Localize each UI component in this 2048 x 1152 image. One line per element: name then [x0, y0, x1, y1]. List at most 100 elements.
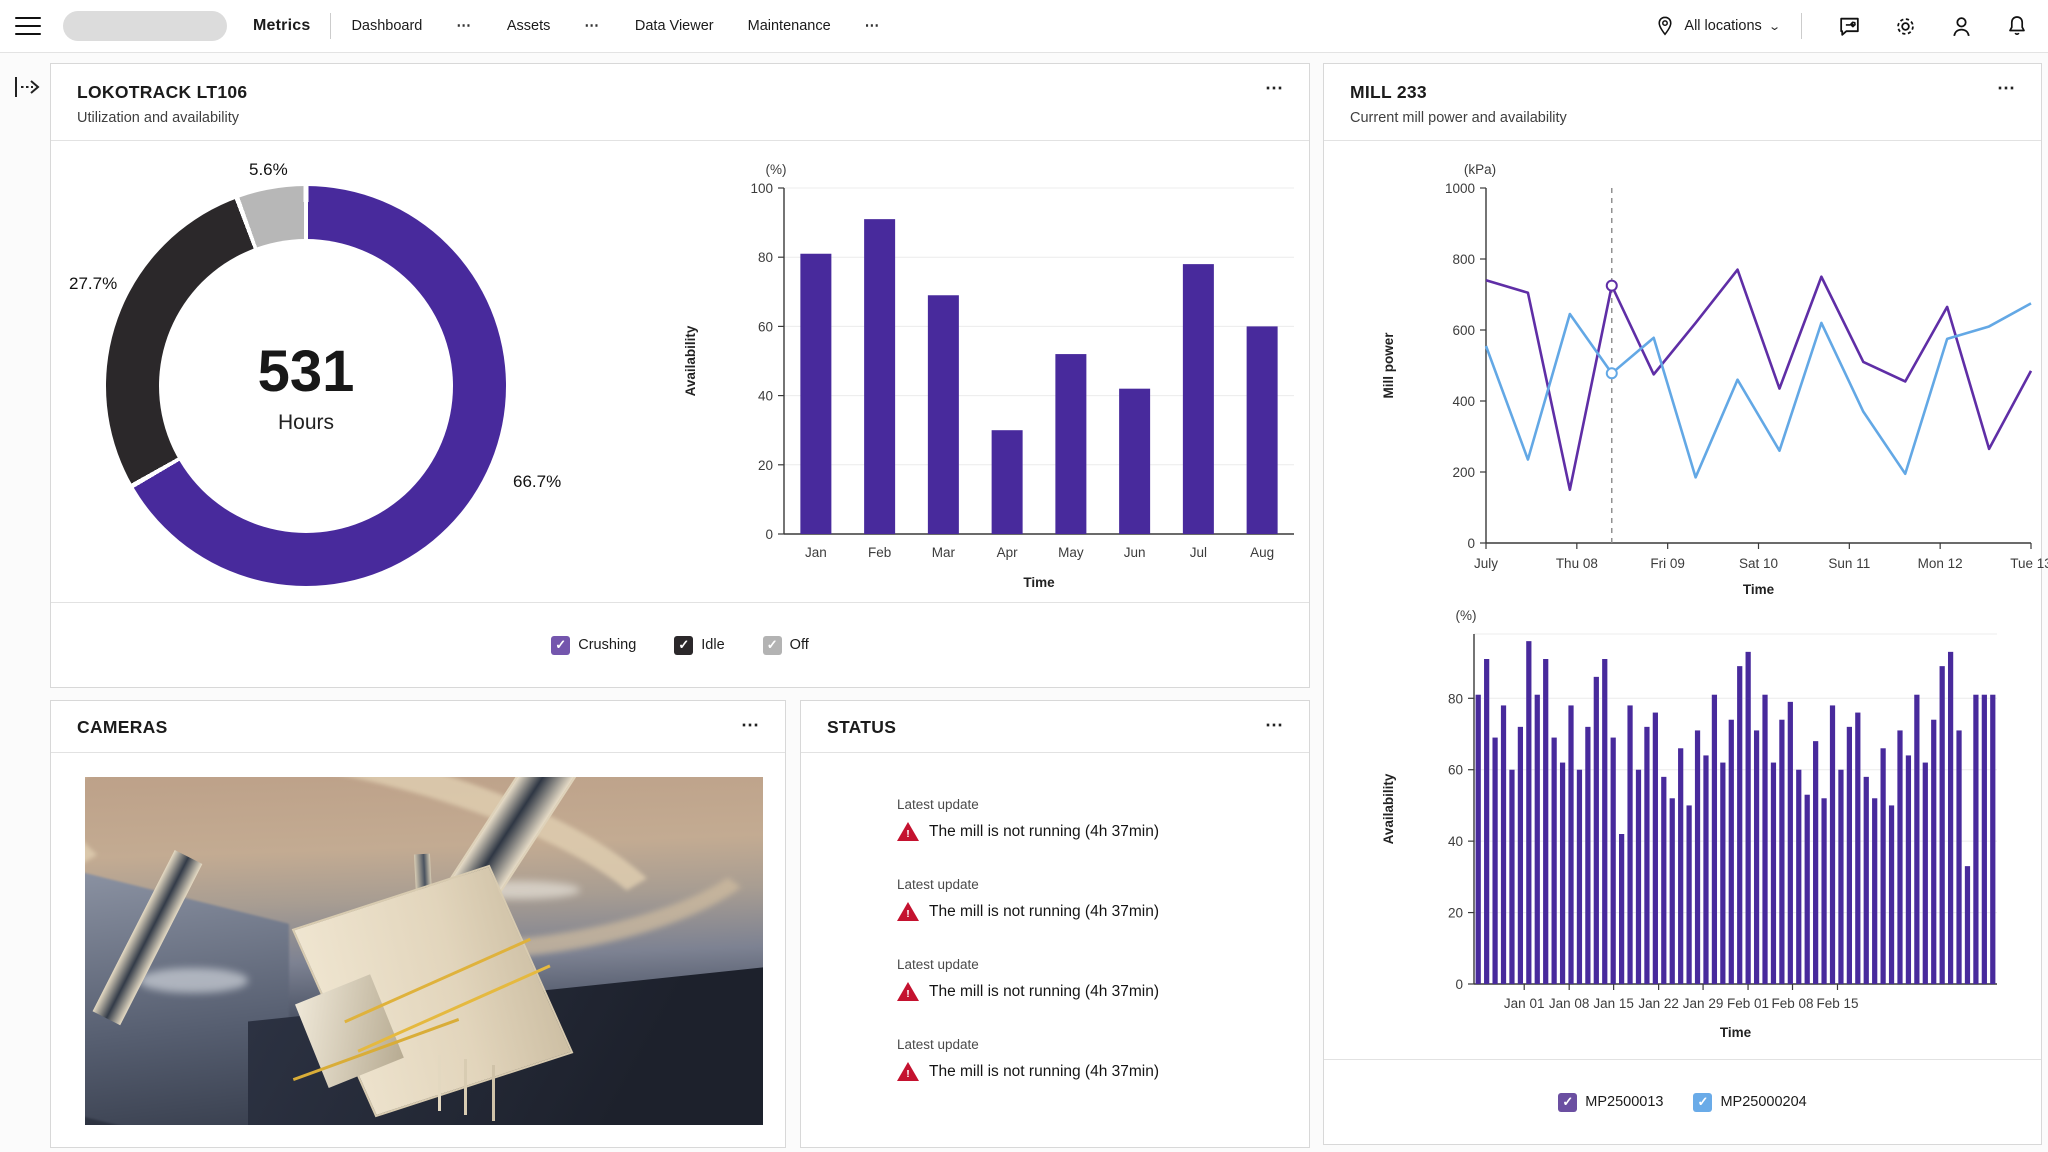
svg-text:Feb 08: Feb 08	[1771, 996, 1813, 1011]
feedback-icon[interactable]	[1836, 13, 1862, 39]
location-selector[interactable]: All locations ⌄	[1654, 15, 1781, 37]
card-subtitle: Utilization and availability	[77, 110, 239, 126]
svg-text:Jan 15: Jan 15	[1593, 996, 1634, 1011]
legend-label: Crushing	[578, 637, 637, 653]
svg-text:60: 60	[1448, 763, 1463, 778]
status-message: The mill is not running (4h 37min)	[929, 822, 1160, 840]
card-menu-button[interactable]: ⋯	[741, 715, 761, 735]
svg-text:May: May	[1058, 545, 1084, 560]
card-title: CAMERAS	[77, 717, 168, 737]
svg-text:40: 40	[1448, 834, 1463, 849]
off-checkbox[interactable]: ✓	[762, 635, 782, 655]
divider	[1801, 13, 1802, 39]
card-title: STATUS	[827, 717, 897, 737]
card-subtitle: Current mill power and availability	[1350, 110, 1567, 126]
status-list: Latest update ! The mill is not running (…	[801, 753, 1309, 1081]
svg-text:Mill power: Mill power	[1381, 332, 1396, 399]
legend-label: Off	[789, 637, 809, 653]
svg-text:(%): (%)	[766, 162, 787, 177]
svg-text:Availability: Availability	[683, 325, 698, 396]
nav-item-maintenance[interactable]: Maintenance	[747, 18, 831, 34]
user-icon[interactable]	[1948, 13, 1974, 39]
main-nav: Dashboard ⋯ Assets ⋯ Data Viewer Mainten…	[351, 18, 881, 34]
svg-text:Jan 29: Jan 29	[1683, 996, 1724, 1011]
svg-text:0: 0	[765, 527, 773, 542]
app-title: Metrics	[253, 17, 311, 34]
utilization-donut-chart: 531 Hours	[106, 186, 506, 586]
svg-text:Mar: Mar	[932, 545, 956, 560]
nav-overflow-3[interactable]: ⋯	[864, 18, 882, 34]
svg-text:Aug: Aug	[1250, 545, 1274, 560]
svg-text:Jan 08: Jan 08	[1549, 996, 1590, 1011]
availability-monthly-bar-chart: 0 20 40 60 80 100 (%) Availability Jan Feb Mar Apr M…	[683, 162, 1294, 590]
nav-item-dashboard[interactable]: Dashboard	[351, 18, 423, 34]
legend-label: MP25000204	[1720, 1094, 1807, 1110]
svg-text:Apr: Apr	[997, 545, 1019, 560]
status-card: STATUS ⋯ Latest update ! The mill is not …	[800, 700, 1310, 1148]
svg-text:1000: 1000	[1445, 181, 1475, 196]
svg-text:(%): (%)	[1456, 608, 1477, 623]
card-menu-button[interactable]: ⋯	[1265, 715, 1285, 735]
mill-power-line-chart: 0 200 400 600 800 1000 (kPa) Mill power July Thu …	[1381, 162, 2048, 597]
svg-text:20: 20	[758, 458, 773, 473]
donut-center-value: 531	[257, 338, 355, 404]
donut-label-crushing: 66.7%	[513, 472, 562, 491]
divider	[330, 13, 332, 39]
lokotrack-card: LOKOTRACK LT106 Utilization and availabi…	[50, 63, 1310, 688]
card-menu-button[interactable]: ⋯	[1265, 78, 1285, 98]
svg-text:0: 0	[1455, 977, 1463, 992]
gear-icon[interactable]	[1892, 13, 1918, 39]
warning-icon: !	[897, 822, 919, 841]
legend-item-mp25000204[interactable]: ✓ MP25000204	[1693, 1092, 1807, 1112]
hamburger-menu-icon[interactable]	[15, 17, 41, 35]
warning-icon: !	[897, 1062, 919, 1081]
crushing-checkbox[interactable]: ✓	[551, 635, 571, 655]
donut-center-unit: Hours	[277, 410, 335, 434]
mp25000204-checkbox[interactable]: ✓	[1693, 1092, 1713, 1112]
donut-label-idle: 27.7%	[69, 274, 118, 293]
status-item-label: Latest update	[897, 1037, 979, 1052]
nav-overflow-1[interactable]: ⋯	[456, 18, 473, 34]
svg-text:400: 400	[1452, 394, 1475, 409]
status-message: The mill is not running (4h 37min)	[929, 1062, 1160, 1080]
svg-text:20: 20	[1448, 906, 1463, 921]
expand-sidebar-icon[interactable]	[12, 74, 42, 105]
bell-icon[interactable]	[2004, 13, 2030, 39]
card-menu-button[interactable]: ⋯	[1997, 78, 2017, 98]
legend-item-crushing[interactable]: ✓ Crushing	[551, 635, 637, 655]
svg-text:60: 60	[758, 319, 773, 334]
svg-text:Time: Time	[1023, 575, 1055, 590]
mp2500013-checkbox[interactable]: ✓	[1558, 1092, 1578, 1112]
svg-text:Availability: Availability	[1381, 773, 1396, 844]
svg-text:Tue 13: Tue 13	[2010, 556, 2048, 571]
svg-text:80: 80	[758, 250, 773, 265]
svg-text:Jan 22: Jan 22	[1638, 996, 1679, 1011]
svg-text:(kPa): (kPa)	[1464, 162, 1496, 177]
donut-label-off: 5.6%	[249, 160, 288, 179]
svg-text:Time: Time	[1743, 582, 1775, 597]
svg-text:Sat 10: Sat 10	[1739, 556, 1778, 571]
svg-text:Mon 12: Mon 12	[1918, 556, 1963, 571]
location-label: All locations	[1684, 18, 1762, 34]
nav-item-data-viewer[interactable]: Data Viewer	[634, 18, 714, 34]
idle-checkbox[interactable]: ✓	[674, 635, 694, 655]
legend-label: Idle	[701, 637, 725, 653]
svg-text:100: 100	[750, 181, 773, 196]
location-pin-icon	[1658, 16, 1672, 36]
legend-item-off[interactable]: ✓ Off	[762, 635, 809, 655]
legend-item-mp2500013[interactable]: ✓ MP2500013	[1558, 1092, 1664, 1112]
camera-feed-image[interactable]	[85, 777, 763, 1125]
svg-text:800: 800	[1452, 252, 1475, 267]
nav-item-assets[interactable]: Assets	[506, 18, 551, 34]
legend-item-idle[interactable]: ✓ Idle	[674, 635, 725, 655]
legend-label: MP2500013	[1585, 1094, 1664, 1110]
logo-placeholder	[63, 11, 227, 41]
svg-text:200: 200	[1452, 465, 1475, 480]
top-navigation-bar: Metrics Dashboard ⋯ Assets ⋯ Data Viewer…	[0, 0, 2048, 53]
svg-text:80: 80	[1448, 691, 1463, 706]
status-card-header: STATUS ⋯	[801, 701, 1309, 753]
status-message: The mill is not running (4h 37min)	[929, 982, 1160, 1000]
nav-overflow-2[interactable]: ⋯	[584, 18, 601, 34]
mill-legend: ✓ MP2500013 ✓ MP25000204	[1324, 1059, 2041, 1144]
